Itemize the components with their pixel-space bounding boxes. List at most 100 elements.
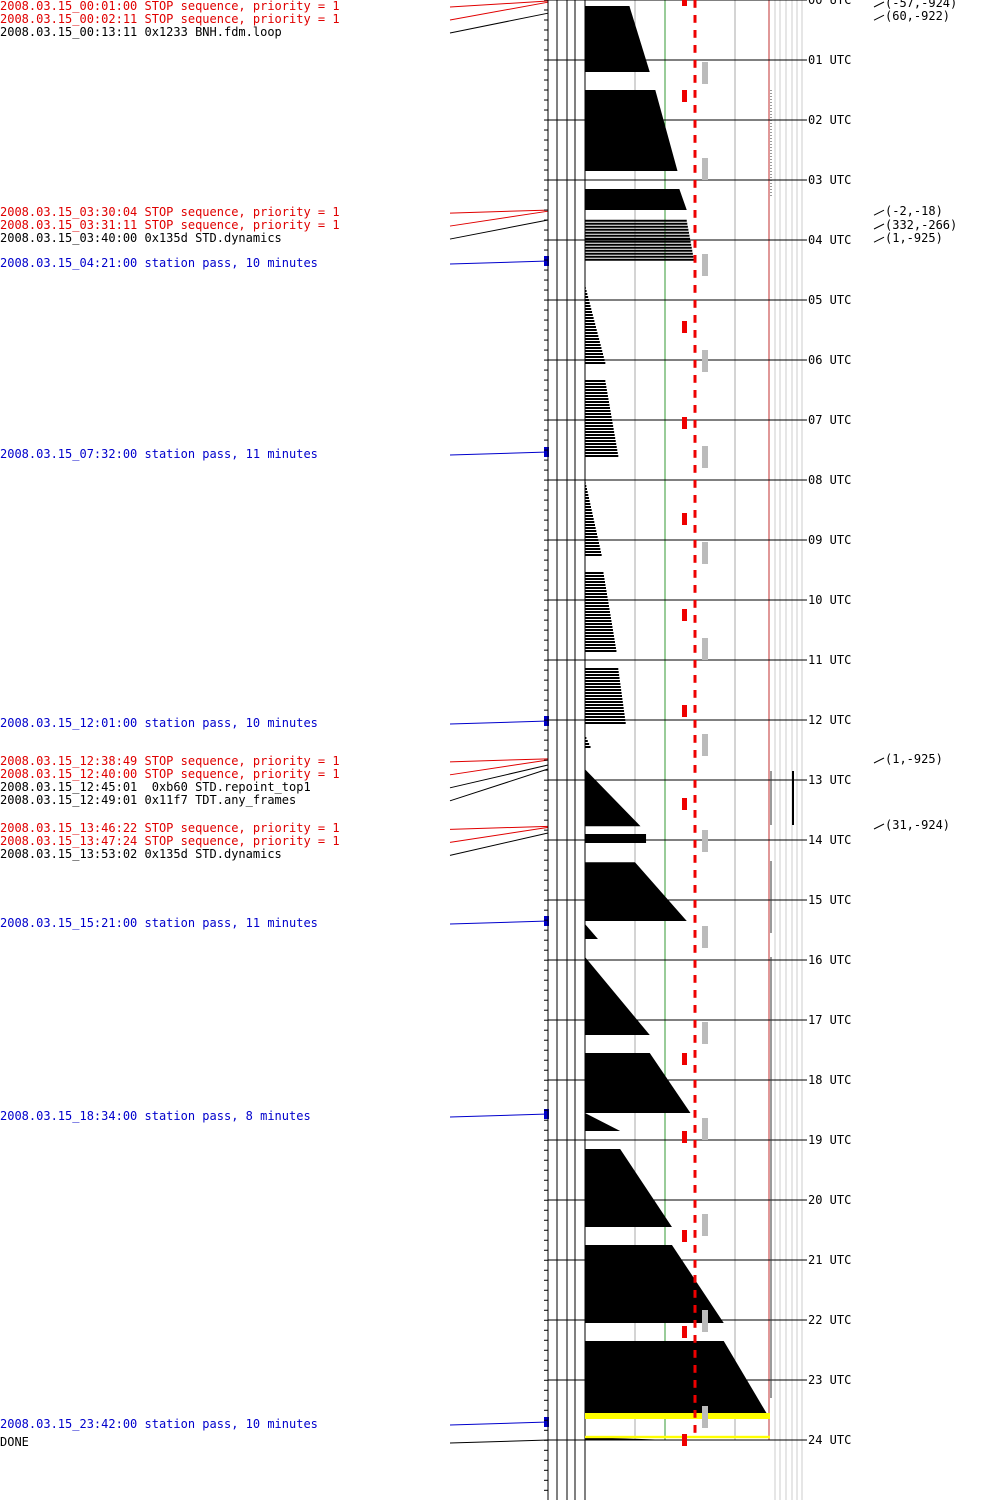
pointing-label: (-57,-924) — [885, 0, 957, 10]
grey-mark — [702, 638, 708, 660]
station-pass-marker — [544, 256, 549, 266]
pointing-label: (1,-925) — [885, 752, 943, 766]
buffer-fill-mark — [585, 1149, 672, 1227]
red-mark — [682, 609, 687, 621]
event-connector — [449, 210, 549, 227]
hour-label: 07 UTC — [808, 413, 851, 427]
station-pass-marker — [544, 446, 549, 457]
grey-mark — [702, 1214, 708, 1236]
event-connector — [449, 0, 549, 8]
event-time: 2008.03.15_12:40:00 — [0, 766, 138, 781]
event-text: 0x135d STD.dynamics — [137, 847, 282, 862]
event-stop: 2008.03.15_13:47:24 STOP sequence, prior… — [0, 835, 340, 848]
buffer-fill-mark — [585, 189, 687, 210]
event-time: 2008.03.15_00:01:00 — [0, 0, 138, 13]
red-mark — [682, 417, 687, 429]
buffer-fill-mark — [585, 769, 641, 827]
station-pass-marker — [544, 1109, 549, 1120]
overflow-bar — [585, 1413, 770, 1419]
station-pass-marker — [544, 1417, 549, 1427]
event-pass: 2008.03.15_12:01:00 station pass, 10 min… — [0, 717, 318, 730]
red-mark — [682, 90, 687, 102]
hour-label: 06 UTC — [808, 353, 851, 367]
event-time: DONE — [0, 1435, 29, 1449]
station-pass-marker — [544, 916, 549, 926]
hour-label: 18 UTC — [808, 1073, 851, 1087]
event-stop: 2008.03.15_13:46:22 STOP sequence, prior… — [0, 822, 340, 835]
hour-label: 03 UTC — [808, 173, 851, 187]
red-mark — [682, 705, 687, 717]
buffer-fill-mark — [585, 1113, 621, 1131]
event-connector — [449, 209, 549, 214]
event-text: STOP sequence, priority = 1 — [137, 0, 340, 13]
event-text: 0xb60 STD.repoint_top1 — [137, 779, 311, 794]
event-time: 2008.03.15_04:21:00 — [0, 256, 138, 270]
hour-label: 08 UTC — [808, 473, 851, 487]
grey-mark — [702, 926, 708, 948]
event-time: 2008.03.15_23:42:00 — [0, 1417, 138, 1431]
event-connector — [449, 825, 549, 830]
red-mark — [682, 1053, 687, 1065]
event-connector — [449, 260, 549, 265]
event-connector — [449, 219, 549, 240]
red-mark — [682, 513, 687, 525]
event-pass: 2008.03.15_04:21:00 station pass, 10 min… — [0, 257, 318, 270]
buffer-fill-mark — [585, 957, 650, 1035]
grey-mark — [702, 830, 708, 852]
hour-label: 21 UTC — [808, 1253, 851, 1267]
event-command: 2008.03.15_12:45:01 0xb60 STD.repoint_to… — [0, 779, 311, 794]
event-text: STOP sequence, priority = 1 — [137, 218, 340, 233]
pointing-arrow — [873, 209, 885, 216]
event-text: 0x1233 BNH.fdm.loop — [137, 25, 282, 39]
hour-label: 12 UTC — [808, 713, 851, 727]
pointing-arrow — [873, 236, 885, 243]
hour-label: 22 UTC — [808, 1313, 851, 1327]
buffer-fill-mark — [585, 862, 687, 921]
event-time: 2008.03.15_03:31:11 — [0, 218, 138, 233]
event-time: 2008.03.15_03:30:04 — [0, 205, 138, 220]
hour-label: 10 UTC — [808, 593, 851, 607]
hour-label: 14 UTC — [808, 833, 851, 847]
event-connector — [449, 720, 549, 725]
event-text: STOP sequence, priority = 1 — [137, 205, 340, 220]
event-text: station pass, 11 minutes — [137, 446, 318, 461]
grey-mark — [702, 254, 708, 276]
event-stop: 2008.03.15_03:30:04 STOP sequence, prior… — [0, 206, 340, 219]
pointing-label: (60,-922) — [885, 9, 950, 23]
event-command: DONE — [0, 1436, 29, 1449]
buffer-fill-mark — [585, 6, 650, 72]
hour-label: 16 UTC — [808, 953, 851, 967]
event-text: station pass, 8 minutes — [137, 1109, 311, 1123]
grey-mark — [702, 1310, 708, 1332]
event-time: 2008.03.15_18:34:00 — [0, 1109, 138, 1123]
event-pass: 2008.03.15_18:34:00 station pass, 8 minu… — [0, 1110, 311, 1123]
event-connector — [449, 758, 549, 763]
event-stop: 2008.03.15_12:40:00 STOP sequence, prior… — [0, 766, 340, 781]
red-mark — [682, 1434, 687, 1446]
event-command: 2008.03.15_12:49:01 0x11f7 TDT.any_frame… — [0, 792, 297, 807]
hour-label: 04 UTC — [808, 233, 851, 247]
event-text: station pass, 11 minutes — [137, 916, 318, 930]
event-text: 0x11f7 TDT.any_frames — [137, 792, 297, 807]
grey-mark — [702, 62, 708, 84]
event-connector — [449, 920, 549, 925]
event-time: 2008.03.15_13:46:22 — [0, 821, 138, 836]
event-connector — [449, 832, 549, 856]
buffer-fill-mark — [585, 90, 678, 171]
event-command: 2008.03.15_13:53:02 0x135d STD.dynamics — [0, 848, 282, 861]
event-time: 2008.03.15_12:01:00 — [0, 716, 138, 730]
hour-label: 00 UTC — [808, 0, 851, 7]
pointing-label: (31,-924) — [885, 818, 950, 832]
event-connector — [449, 1, 549, 21]
red-mark — [682, 1131, 687, 1143]
overflow-bar — [585, 1435, 770, 1439]
event-text: STOP sequence, priority = 1 — [137, 12, 340, 26]
event-pass: 2008.03.15_23:42:00 station pass, 10 min… — [0, 1418, 318, 1431]
pointing-arrow — [873, 757, 885, 764]
event-time: 2008.03.15_12:38:49 — [0, 753, 138, 768]
hour-label: 20 UTC — [808, 1193, 851, 1207]
event-time: 2008.03.15_13:47:24 — [0, 834, 138, 849]
event-time: 2008.03.15_15:21:00 — [0, 916, 138, 930]
event-text: STOP sequence, priority = 1 — [137, 821, 340, 836]
buffer-fill-mark — [585, 1053, 691, 1113]
